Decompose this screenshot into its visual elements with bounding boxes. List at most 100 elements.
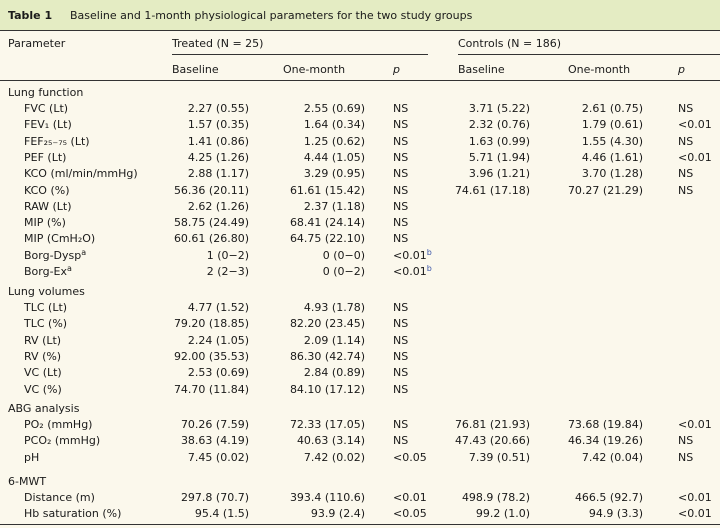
row-label: Distance (m) <box>24 491 95 504</box>
cell-tm-text: 0 (0−2) <box>322 265 365 278</box>
row-label-text: FEF₂₅₋₇₅ (Lt) <box>24 134 90 148</box>
cell-cp-text: NS <box>678 450 694 464</box>
cell-cm: 2.61 (0.75) <box>582 102 643 115</box>
row-label: Hb saturation (%) <box>24 507 121 520</box>
cell-tb: 79.20 (18.85) <box>174 317 249 330</box>
cell-tp: <0.01b <box>393 247 432 262</box>
cell-tb-text: 297.8 (70.7) <box>180 491 249 504</box>
cell-cb-text: 76.81 (21.93) <box>454 418 530 431</box>
cell-cb: 3.71 (5.22) <box>469 102 530 115</box>
cell-cm-text: 70.27 (21.29) <box>567 183 643 197</box>
cell-tb: 7.45 (0.02) <box>188 451 249 464</box>
row-label: Borg-Dyspa <box>24 248 86 262</box>
table-caption: Baseline and 1-month physiological param… <box>70 9 473 22</box>
row-label: TLC (%) <box>24 317 67 330</box>
cell-cp: <0.01 <box>678 151 712 164</box>
row-label: MIP (%) <box>24 216 66 229</box>
row-label-footnote: a <box>67 264 72 273</box>
cell-tp-text: NS <box>393 199 409 213</box>
cell-tm-text: 82.20 (23.45) <box>289 317 365 331</box>
cell-cb: 7.39 (0.51) <box>469 451 530 464</box>
cell-cm: 1.55 (4.30) <box>582 135 643 148</box>
row-label: RV (%) <box>24 350 61 363</box>
cell-tm: 2.09 (1.14) <box>304 334 365 347</box>
cell-tp: NS <box>393 167 408 180</box>
cell-cb-text: 5.71 (1.94) <box>468 150 530 164</box>
cell-cp-text: NS <box>678 434 694 448</box>
cell-tp-footnote: b <box>426 247 432 257</box>
cell-tp-footnote: b <box>426 264 432 273</box>
cell-tb: 2.88 (1.17) <box>188 167 249 180</box>
cell-tm: 93.9 (2.4) <box>311 507 365 520</box>
row-label-text: FVC (Lt) <box>24 102 69 115</box>
cell-cp: <0.01 <box>678 418 712 431</box>
cell-tp: NS <box>393 135 408 148</box>
cell-tm: 3.29 (0.95) <box>304 167 365 180</box>
cell-tp: NS <box>393 184 408 197</box>
cell-cb: 47.43 (20.66) <box>455 434 530 447</box>
cell-tp-text: <0.01 <box>393 248 427 262</box>
cell-tp-text: NS <box>393 434 409 448</box>
row-label-text: RV (%) <box>24 349 62 363</box>
cell-tb-text: 38.63 (4.19) <box>180 434 249 448</box>
cell-tp-text: <0.05 <box>393 507 427 521</box>
cell-tm-text: 1.64 (0.34) <box>303 118 365 132</box>
cell-tm-text: 64.75 (22.10) <box>289 232 365 246</box>
cell-tb: 4.25 (1.26) <box>188 151 249 164</box>
cell-tm: 86.30 (42.74) <box>290 350 365 363</box>
row-label-text: Borg-Ex <box>24 265 68 278</box>
cell-tp: <0.01b <box>393 264 432 279</box>
cell-tm: 2.55 (0.69) <box>304 102 365 115</box>
controls-rule <box>458 54 720 55</box>
cell-tm-text: 2.55 (0.69) <box>303 102 365 115</box>
cell-cb-text: 2.32 (0.76) <box>468 118 530 132</box>
cell-cb-text: 3.71 (5.22) <box>468 102 530 115</box>
cell-tm-text: 393.4 (110.6) <box>289 491 365 504</box>
cell-tp-text: NS <box>393 366 409 380</box>
cell-tm-text: 4.93 (1.78) <box>303 301 365 314</box>
cell-tb-text: 7.45 (0.02) <box>187 450 249 464</box>
cell-cp-text: <0.01 <box>678 150 712 164</box>
header-treated-one-month: One-month <box>283 63 346 76</box>
row-label: PEF (Lt) <box>24 151 66 164</box>
cell-tm: 393.4 (110.6) <box>290 491 365 504</box>
cell-tb-text: 58.75 (24.49) <box>173 216 249 230</box>
row-label-text: FEV₁ (Lt) <box>24 118 72 132</box>
cell-tm-text: 3.29 (0.95) <box>303 167 365 181</box>
cell-tm: 7.42 (0.02) <box>304 451 365 464</box>
section-title: 6-MWT <box>8 475 47 488</box>
row-label-text: Distance (m) <box>24 491 95 504</box>
header-parameter: Parameter <box>8 37 66 50</box>
cell-tp: NS <box>393 232 408 245</box>
cell-tm: 82.20 (23.45) <box>290 317 365 330</box>
row-label: pH <box>24 451 39 464</box>
cell-cb: 5.71 (1.94) <box>469 151 530 164</box>
cell-cm-text: 3.70 (1.28) <box>581 167 643 181</box>
cell-tm: 72.33 (17.05) <box>290 418 365 431</box>
row-label-text: KCO (%) <box>24 183 70 197</box>
cell-tb-text: 70.26 (7.59) <box>180 418 249 431</box>
cell-tb-text: 95.4 (1.5) <box>194 507 249 521</box>
top-rule <box>0 30 720 31</box>
header-treated-baseline: Baseline <box>172 63 219 76</box>
cell-tm: 0 (0−0) <box>323 249 365 262</box>
cell-tm: 4.44 (1.05) <box>304 151 365 164</box>
cell-tp: NS <box>393 366 408 379</box>
cell-tb: 4.77 (1.52) <box>188 301 249 314</box>
cell-tb: 2.24 (1.05) <box>188 334 249 347</box>
cell-tb: 58.75 (24.49) <box>174 216 249 229</box>
cell-tp-text: NS <box>393 349 409 363</box>
cell-cm: 3.70 (1.28) <box>582 167 643 180</box>
cell-tb-text: 2.24 (1.05) <box>187 333 249 347</box>
row-label: Borg-Exa <box>24 264 72 279</box>
cell-cm-text: 2.61 (0.75) <box>581 102 643 115</box>
row-label: RV (Lt) <box>24 334 61 347</box>
cell-tp: NS <box>393 383 408 396</box>
cell-cb-text: 7.39 (0.51) <box>468 450 530 464</box>
row-label: FEF₂₅₋₇₅ (Lt) <box>24 135 90 148</box>
cell-tp-text: NS <box>393 134 409 148</box>
cell-cp: NS <box>678 102 693 115</box>
cell-tb: 1.57 (0.35) <box>188 118 249 131</box>
cell-tm-text: 2.84 (0.89) <box>303 366 365 380</box>
cell-tb: 92.00 (35.53) <box>174 350 249 363</box>
